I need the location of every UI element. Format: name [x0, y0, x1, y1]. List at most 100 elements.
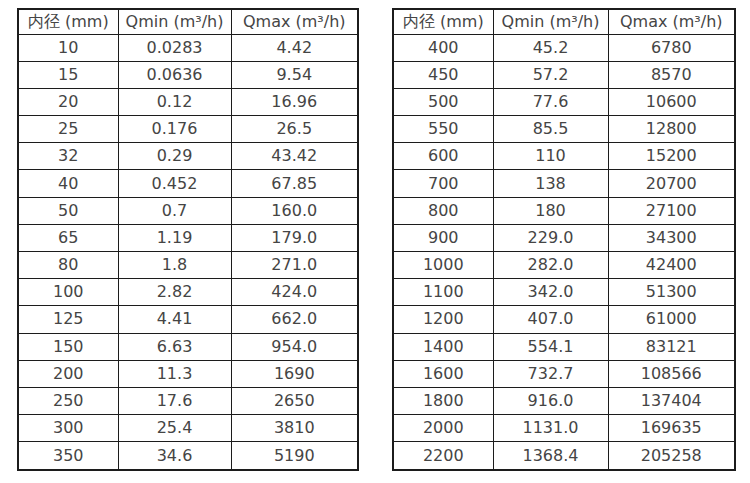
- table-cell: 9.54: [231, 61, 358, 88]
- table-cell: 160.0: [231, 197, 358, 224]
- table-cell: 180: [493, 197, 608, 224]
- table-cell: 32: [18, 143, 118, 170]
- table-row: 30025.43810: [18, 415, 358, 442]
- table-row: 1254.41662.0: [18, 306, 358, 333]
- table-cell: 42400: [608, 252, 735, 279]
- table-cell: 20: [18, 88, 118, 115]
- table-row: 35034.65190: [18, 442, 358, 470]
- table-row: 1506.63954.0: [18, 333, 358, 360]
- flow-spec-table-large-diameters: 内径 (mm)Qmin (m³/h)Qmax (m³/h)40045.26780…: [392, 8, 736, 471]
- table-cell: 34300: [608, 224, 735, 251]
- table-cell: 43.42: [231, 143, 358, 170]
- table-cell: 916.0: [493, 387, 608, 414]
- table-cell: 662.0: [231, 306, 358, 333]
- table-cell: 34.6: [118, 442, 231, 470]
- table-cell: 424.0: [231, 279, 358, 306]
- table-cell: 1000: [393, 252, 493, 279]
- column-header: 内径 (mm): [393, 9, 493, 34]
- flow-spec-table-small-diameters: 内径 (mm)Qmin (m³/h)Qmax (m³/h)100.02834.4…: [17, 8, 359, 471]
- table-cell: 77.6: [493, 88, 608, 115]
- table-row: 900229.034300: [393, 224, 735, 251]
- table-cell: 108566: [608, 360, 735, 387]
- column-header: Qmin (m³/h): [118, 9, 231, 34]
- header-row: 内径 (mm)Qmin (m³/h)Qmax (m³/h): [393, 9, 735, 34]
- table-row: 200.1216.96: [18, 88, 358, 115]
- table-cell: 271.0: [231, 252, 358, 279]
- table-row: 400.45267.85: [18, 170, 358, 197]
- table-cell: 11.3: [118, 360, 231, 387]
- table-cell: 0.452: [118, 170, 231, 197]
- table-cell: 229.0: [493, 224, 608, 251]
- table-cell: 8570: [608, 61, 735, 88]
- table-cell: 26.5: [231, 116, 358, 143]
- table-row: 45057.28570: [393, 61, 735, 88]
- table-cell: 2.82: [118, 279, 231, 306]
- table-row: 651.19179.0: [18, 224, 358, 251]
- table-row: 500.7160.0: [18, 197, 358, 224]
- table-cell: 80: [18, 252, 118, 279]
- table-row: 40045.26780: [393, 34, 735, 61]
- table-cell: 205258: [608, 442, 735, 470]
- table-cell: 400: [393, 34, 493, 61]
- table-cell: 20700: [608, 170, 735, 197]
- table-row: 60011015200: [393, 143, 735, 170]
- table-cell: 1690: [231, 360, 358, 387]
- table-cell: 1131.0: [493, 415, 608, 442]
- table-cell: 85.5: [493, 116, 608, 143]
- table-cell: 1100: [393, 279, 493, 306]
- table-cell: 1368.4: [493, 442, 608, 470]
- table-cell: 61000: [608, 306, 735, 333]
- table-cell: 1200: [393, 306, 493, 333]
- column-header: 内径 (mm): [18, 9, 118, 34]
- table-row: 25017.62650: [18, 387, 358, 414]
- table-cell: 554.1: [493, 333, 608, 360]
- table-cell: 179.0: [231, 224, 358, 251]
- table-cell: 954.0: [231, 333, 358, 360]
- table-cell: 40: [18, 170, 118, 197]
- table-cell: 0.29: [118, 143, 231, 170]
- table-cell: 0.0636: [118, 61, 231, 88]
- table-cell: 57.2: [493, 61, 608, 88]
- table-cell: 1800: [393, 387, 493, 414]
- header-row: 内径 (mm)Qmin (m³/h)Qmax (m³/h): [18, 9, 358, 34]
- table-cell: 407.0: [493, 306, 608, 333]
- table-cell: 2000: [393, 415, 493, 442]
- table-cell: 600: [393, 143, 493, 170]
- table-cell: 10600: [608, 88, 735, 115]
- column-header: Qmin (m³/h): [493, 9, 608, 34]
- table-cell: 5190: [231, 442, 358, 470]
- table-cell: 169635: [608, 415, 735, 442]
- table-row: 1200407.061000: [393, 306, 735, 333]
- table-cell: 10: [18, 34, 118, 61]
- table-cell: 4.41: [118, 306, 231, 333]
- table-cell: 25: [18, 116, 118, 143]
- table-row: 20011.31690: [18, 360, 358, 387]
- table-cell: 17.6: [118, 387, 231, 414]
- table-cell: 1.19: [118, 224, 231, 251]
- table-cell: 2200: [393, 442, 493, 470]
- table-row: 80018027100: [393, 197, 735, 224]
- table-cell: 137404: [608, 387, 735, 414]
- table-cell: 1600: [393, 360, 493, 387]
- table-cell: 138: [493, 170, 608, 197]
- table-cell: 50: [18, 197, 118, 224]
- table-cell: 800: [393, 197, 493, 224]
- table-cell: 0.12: [118, 88, 231, 115]
- table-row: 20001131.0169635: [393, 415, 735, 442]
- table-cell: 1.8: [118, 252, 231, 279]
- table-cell: 110: [493, 143, 608, 170]
- table-cell: 0.176: [118, 116, 231, 143]
- table-cell: 125: [18, 306, 118, 333]
- table-row: 70013820700: [393, 170, 735, 197]
- table-row: 1400554.183121: [393, 333, 735, 360]
- table-row: 1002.82424.0: [18, 279, 358, 306]
- table-cell: 6.63: [118, 333, 231, 360]
- table-cell: 200: [18, 360, 118, 387]
- table-cell: 15: [18, 61, 118, 88]
- table-cell: 700: [393, 170, 493, 197]
- table-cell: 550: [393, 116, 493, 143]
- table-cell: 350: [18, 442, 118, 470]
- table-cell: 12800: [608, 116, 735, 143]
- table-cell: 282.0: [493, 252, 608, 279]
- table-cell: 65: [18, 224, 118, 251]
